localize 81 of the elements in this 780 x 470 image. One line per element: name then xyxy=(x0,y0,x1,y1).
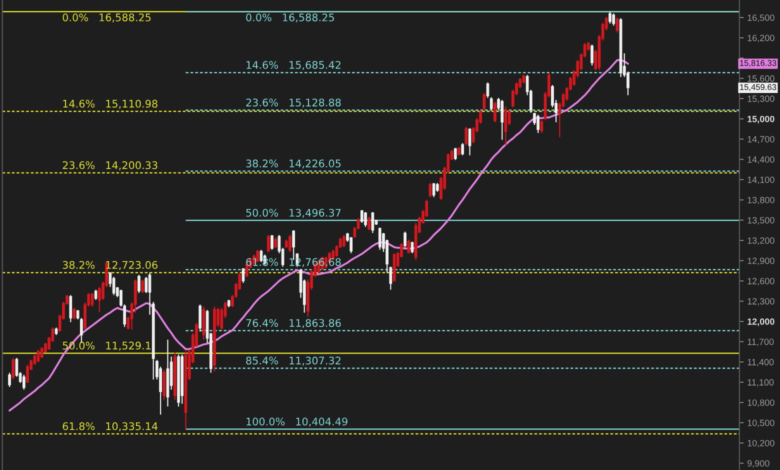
y-tick-label: 14,400 xyxy=(748,156,774,164)
candlestick xyxy=(464,126,468,146)
y-tick-label: 13,800 xyxy=(748,196,774,204)
candlestick xyxy=(12,357,15,380)
candlestick xyxy=(94,289,98,300)
y-tick-label: 12,300 xyxy=(748,298,774,306)
candlestick xyxy=(371,211,374,234)
candlestick xyxy=(461,142,464,156)
candlestick xyxy=(26,364,29,384)
text: 15,816.33 xyxy=(740,60,776,67)
y-tick-label: 14,700 xyxy=(748,136,774,144)
candlestick xyxy=(69,294,72,323)
candlestick xyxy=(266,234,270,252)
y-tick-label: 11,100 xyxy=(748,379,774,387)
ref-line-label: 23.6% 15,128.88 xyxy=(246,98,341,108)
ref-line-label: 61.8% 10,335.14 xyxy=(62,422,158,432)
y-tick-label: 9,900 xyxy=(748,460,770,468)
ref-line-label: 38.2% 14,226.05 xyxy=(246,160,341,168)
candlestick xyxy=(141,279,144,294)
y-tick-label: 13,200 xyxy=(748,237,774,245)
y-tick-label: 10,800 xyxy=(748,399,774,407)
candlestick xyxy=(360,209,364,224)
y-tick-label: 14,100 xyxy=(748,176,774,184)
text: 15,459.63 xyxy=(740,84,776,92)
candlestick xyxy=(72,307,76,320)
y-tick-label: 15,300 xyxy=(748,96,774,104)
candlestick xyxy=(364,211,367,228)
candlestick xyxy=(40,346,44,358)
candlestick xyxy=(162,370,166,400)
ref-line-label: 0.0% 16,588.25 xyxy=(246,13,334,22)
candlestick xyxy=(342,234,346,248)
y-tick-label: 10,200 xyxy=(748,440,774,448)
y-tick-label: 12,600 xyxy=(748,278,774,286)
ref-line-label: 23.6% 14,200.33 xyxy=(62,161,158,170)
candlestick xyxy=(428,182,432,198)
ref-line-label: 100.0% 10,404.49 xyxy=(246,418,348,427)
candlestick xyxy=(270,234,274,250)
ref-line-label: 76.4% 11,863.86 xyxy=(246,319,341,328)
candlestick xyxy=(536,114,540,134)
ref-line-label: 85.4% 11,307.32 xyxy=(246,356,340,366)
candlestick xyxy=(274,237,278,248)
ref-line-label: 50.0% 13,496.37 xyxy=(246,208,341,218)
candlestick xyxy=(144,276,148,294)
candlestick xyxy=(378,227,382,250)
candlestick xyxy=(368,216,371,231)
candlestick xyxy=(112,276,116,296)
candlestick xyxy=(504,106,508,146)
candlestick xyxy=(8,372,11,388)
y-tick-label: 11,400 xyxy=(748,358,774,366)
ref-line-label: 0.0% 16,588.25 xyxy=(62,13,151,22)
candlestick xyxy=(540,120,544,134)
candlestick xyxy=(22,374,26,390)
y-tick-label: 15,000 xyxy=(748,116,774,124)
candlestick xyxy=(404,231,406,248)
ref-line-label: 14.6% 15,685.42 xyxy=(246,61,340,70)
y-tick-label: 13,500 xyxy=(748,217,774,225)
candlestick xyxy=(608,11,612,24)
ref-line-label: 14.6% 15,110.98 xyxy=(63,100,158,109)
y-tick-label: 16,200 xyxy=(748,34,774,42)
candlestick xyxy=(454,147,457,161)
candlestick xyxy=(490,96,493,111)
candlestick xyxy=(36,349,40,363)
candlestick xyxy=(494,101,496,123)
candlestick xyxy=(288,234,292,252)
candlestick xyxy=(407,239,410,254)
y-tick-label: 16,500 xyxy=(748,14,774,22)
y-tick-label: 12,900 xyxy=(748,258,774,266)
candlestick xyxy=(616,17,619,33)
candlestick xyxy=(482,92,486,111)
y-tick-label: 10,500 xyxy=(748,420,774,428)
y-tick-label: 12,000 xyxy=(748,318,774,326)
candlestick xyxy=(198,304,202,332)
candlestick xyxy=(500,99,504,140)
candlestick xyxy=(350,236,353,254)
y-tick-label: 11,700 xyxy=(748,338,774,346)
line-series xyxy=(8,59,629,412)
candlestick xyxy=(612,12,616,26)
candlestick xyxy=(138,274,140,294)
candlestick xyxy=(432,182,436,198)
y-tick-label: 15,600 xyxy=(748,75,774,83)
candlestick xyxy=(590,44,594,66)
